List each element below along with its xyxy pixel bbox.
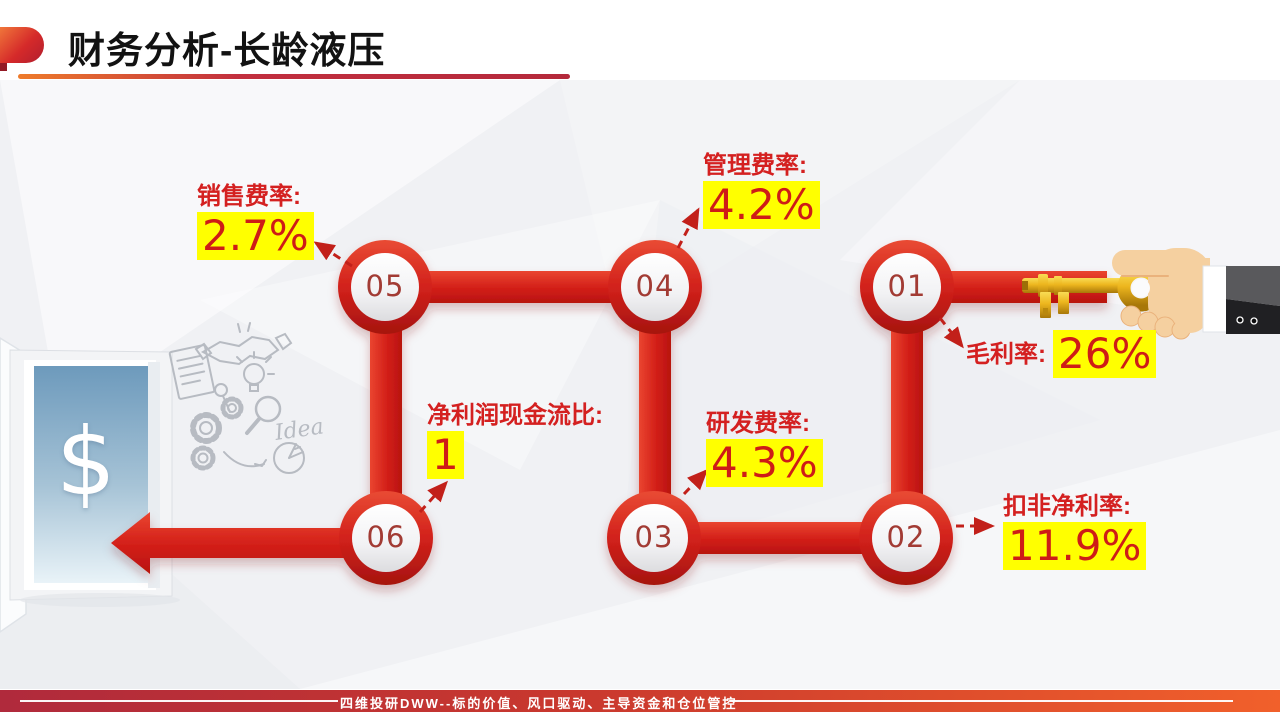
metric-label: 净利润现金流比: <box>427 402 603 429</box>
metric-label: 销售费率: <box>197 183 301 210</box>
footer-divider-right <box>730 700 1233 702</box>
pointer-03-rd <box>682 468 709 496</box>
node-label-02: 02 <box>886 520 926 554</box>
node-label-04: 04 <box>635 269 675 303</box>
handshake-doodle-icon <box>194 322 293 366</box>
metric-value-highlight: 4.2% <box>703 181 820 230</box>
page-title: 财务分析-长龄液压 <box>68 30 386 71</box>
metric-value-highlight: 1 <box>427 431 464 480</box>
gear-icon <box>190 396 244 471</box>
dashed-pointer-arrows <box>313 207 995 535</box>
sleeve-button-icon <box>1250 317 1258 325</box>
node-circle-04 <box>608 240 702 334</box>
node-label-05: 05 <box>365 269 405 303</box>
pointer-06-cashflow <box>418 480 449 514</box>
metric-rd-expense-rate: 研发费率: 4.3% <box>706 410 823 488</box>
curved-arrow-head-icon <box>254 459 267 467</box>
node-circle-06 <box>339 491 433 585</box>
metric-label: 管理费率: <box>703 152 807 179</box>
title-underline <box>18 74 570 79</box>
flow-nodes <box>338 240 954 585</box>
metric-value-highlight: 26% <box>1053 330 1157 378</box>
magnifier-doodle-icon <box>245 395 282 435</box>
footer-text: 四维投研DWW--标的价值、风口驱动、主导资金和仓位管控 <box>340 696 738 711</box>
node-label-01: 01 <box>887 269 927 303</box>
pointer-05-sales <box>313 241 353 268</box>
suit-sleeve-icon <box>1202 265 1280 334</box>
node-label-03: 03 <box>634 520 674 554</box>
pointer-01-gross <box>938 317 964 349</box>
metric-value-highlight: 11.9% <box>1003 522 1147 571</box>
node-circle-03 <box>607 491 701 585</box>
metric-net-profit-cashflow-ratio: 净利润现金流比: 1 <box>427 402 603 480</box>
node-circle-02 <box>859 491 953 585</box>
metric-label: 扣非净利率: <box>1003 493 1131 520</box>
hand-holding-key-icon <box>1112 248 1212 340</box>
metric-sales-expense-rate: 销售费率: 2.7% <box>197 183 314 261</box>
pointer-04-admin <box>676 207 700 249</box>
footer-divider-left <box>20 700 338 702</box>
footer-bar: 四维投研DWW--标的价值、风口驱动、主导资金和仓位管控 <box>0 690 1280 712</box>
node-label-06: 06 <box>366 520 406 554</box>
metric-admin-expense-rate: 管理费率: 4.2% <box>703 152 820 230</box>
big-left-arrow <box>111 512 388 574</box>
metric-value-highlight: 4.3% <box>706 439 823 488</box>
sleeve-button-icon <box>1236 316 1244 324</box>
dollar-sign: $ <box>56 408 116 517</box>
metric-gross-margin: 毛利率: 26% <box>966 330 1157 378</box>
document-doodle-icon <box>168 344 216 400</box>
sketch-doodles-icon: Idea <box>168 322 325 474</box>
metric-label: 研发费率: <box>706 410 810 437</box>
title-accent-notch <box>0 60 7 71</box>
lightbulb-doodle-icon <box>236 351 275 392</box>
title-accent-pill <box>0 27 44 63</box>
money-door-icon <box>0 337 180 633</box>
metric-value-highlight: 2.7% <box>197 212 314 261</box>
pie-chart-doodle-icon <box>273 442 305 474</box>
metric-label: 毛利率: <box>966 341 1046 369</box>
node-circle-05 <box>338 240 432 334</box>
metric-non-gaap-net-margin: 扣非净利率: 11.9% <box>1003 493 1147 571</box>
node-circle-01 <box>860 240 954 334</box>
